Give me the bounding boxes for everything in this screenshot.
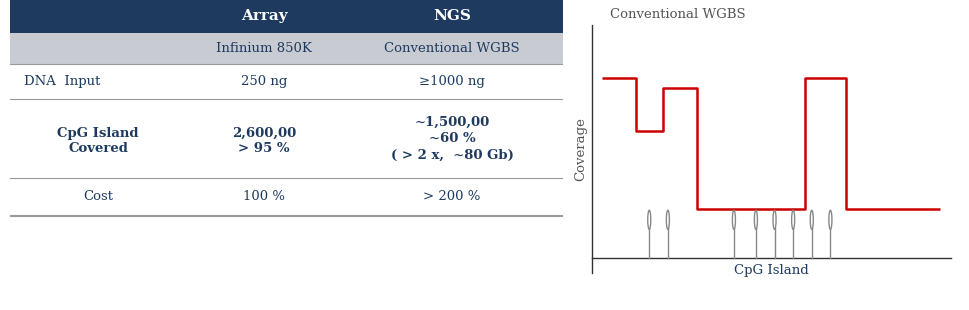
Text: Infinium 850K: Infinium 850K [216,42,312,55]
Circle shape [828,210,831,229]
Text: CpG Island: CpG Island [57,127,139,140]
Circle shape [754,210,757,229]
Text: 100 %: 100 % [243,190,285,203]
Circle shape [809,210,812,229]
X-axis label: CpG Island: CpG Island [733,264,808,277]
Text: NGS: NGS [432,9,471,23]
Text: DNA  Input: DNA Input [23,75,100,88]
Bar [341,0,562,33]
Circle shape [666,210,669,229]
Bar [186,33,341,64]
Text: 250 ng: 250 ng [240,75,287,88]
Text: Covered: Covered [68,142,128,155]
Bar [186,0,341,33]
Text: ~60 %: ~60 % [428,132,475,145]
Text: ( > 2 x,  ~80 Gb): ( > 2 x, ~80 Gb) [391,148,513,161]
Text: ~1,500,00: ~1,500,00 [414,116,489,129]
Circle shape [647,210,650,229]
Text: 2,600,00: 2,600,00 [232,127,296,140]
Text: > 200 %: > 200 % [422,190,481,203]
Circle shape [791,210,794,229]
Circle shape [732,210,735,229]
Circle shape [772,210,775,229]
Bar [341,33,562,64]
Text: Cost: Cost [83,190,113,203]
Y-axis label: Coverage: Coverage [574,117,587,181]
Text: ≥1000 ng: ≥1000 ng [419,75,484,88]
Text: Array: Array [240,9,287,23]
Text: Conventional WGBS: Conventional WGBS [384,42,519,55]
Bar [10,33,186,64]
Text: > 95 %: > 95 % [238,142,290,155]
Text: Conventional WGBS: Conventional WGBS [609,8,744,21]
Bar [10,0,186,33]
